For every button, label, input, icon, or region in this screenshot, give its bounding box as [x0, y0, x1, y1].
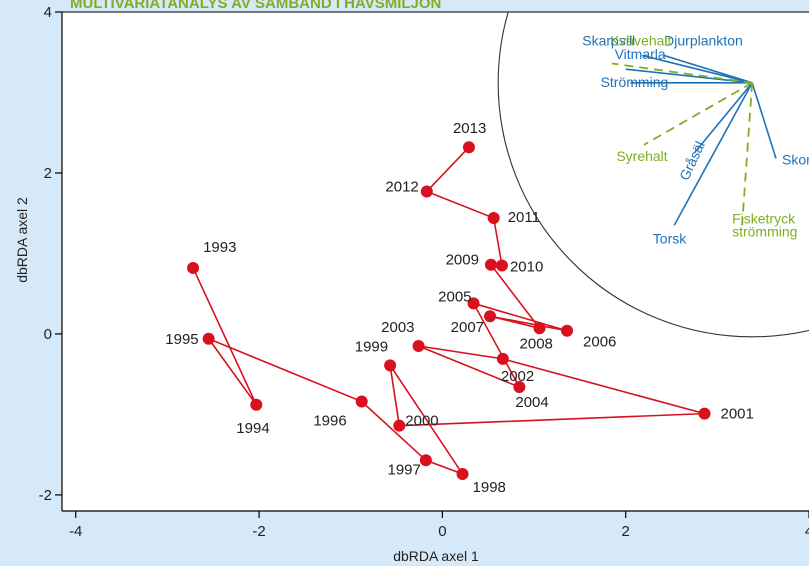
- species-label: Skorv: [782, 151, 809, 167]
- x-tick-label: 0: [438, 523, 446, 540]
- year-label: 2013: [453, 120, 486, 137]
- year-point: [484, 310, 497, 323]
- year-label: 2000: [405, 413, 438, 430]
- year-point: [187, 261, 200, 274]
- year-label: 1998: [473, 479, 506, 496]
- environment-vector: [643, 82, 753, 146]
- year-point: [250, 398, 263, 411]
- x-tick-label: 2: [622, 523, 630, 540]
- year-point: [484, 258, 497, 271]
- year-point: [456, 467, 469, 480]
- species-label: Djurplankton: [664, 32, 743, 48]
- correlation-circle: [497, 12, 809, 338]
- year-label: 2009: [446, 252, 479, 269]
- environment-vector: [741, 82, 754, 226]
- species-vector: [673, 82, 753, 226]
- year-point: [384, 359, 397, 372]
- correlation-circle-group: [497, 12, 809, 338]
- species-vector: [693, 82, 753, 154]
- environment-label: Fisketryck: [732, 210, 796, 226]
- x-tick-label: -4: [69, 523, 82, 540]
- y-axis-title: dbRDA axel 2: [14, 197, 30, 283]
- chart-title: MULTIVARIATANALYS AV SAMBAND I HAVSMILJÖ…: [70, 0, 441, 12]
- year-point: [393, 419, 406, 432]
- year-label: 1999: [355, 338, 388, 355]
- year-label: 2002: [501, 368, 534, 385]
- environment-label: strömming: [732, 223, 797, 239]
- plot-area: [62, 12, 809, 511]
- year-point: [467, 297, 480, 310]
- environment-vector: [611, 62, 753, 84]
- y-tick-label: 4: [44, 4, 52, 21]
- year-label: 1996: [313, 413, 346, 430]
- y-tick-label: 2: [44, 165, 52, 182]
- year-point: [462, 141, 475, 154]
- year-point: [202, 332, 215, 345]
- year-point: [355, 395, 368, 408]
- species-vector: [663, 54, 753, 84]
- year-label: 2004: [515, 394, 548, 411]
- year-label: 2003: [381, 319, 414, 336]
- year-label: 1994: [236, 420, 269, 437]
- species-label: Strömming: [601, 74, 669, 90]
- year-point: [412, 340, 425, 353]
- year-point: [513, 381, 526, 394]
- environment-label: Kvävehalt: [610, 33, 672, 49]
- species-vector: [751, 82, 777, 159]
- year-point: [420, 185, 433, 198]
- year-point: [496, 352, 509, 365]
- year-label: 1993: [203, 239, 236, 256]
- year-label: 2006: [583, 334, 616, 351]
- x-tick-label: -2: [252, 523, 265, 540]
- year-label: 2010: [510, 259, 543, 276]
- species-vector: [641, 54, 753, 84]
- year-point: [561, 324, 574, 337]
- species-label: Vitmarla: [615, 46, 666, 62]
- year-point: [495, 259, 508, 272]
- year-label: 2005: [438, 288, 471, 305]
- x-tick-label: 4: [805, 523, 809, 540]
- year-label: 2008: [520, 335, 553, 352]
- year-point: [533, 322, 546, 335]
- year-label: 2001: [721, 406, 754, 423]
- year-point: [487, 212, 500, 225]
- year-label: 2007: [451, 319, 484, 336]
- year-label: 2012: [385, 178, 418, 195]
- y-tick-label: 0: [44, 326, 52, 343]
- year-point: [419, 454, 432, 467]
- species-label: Torsk: [653, 230, 687, 246]
- x-axis-title: dbRDA axel 1: [393, 548, 479, 564]
- year-label: 1997: [388, 461, 421, 478]
- year-label: 2011: [508, 209, 540, 226]
- environment-label: Syrehalt: [616, 148, 667, 164]
- year-label: 1995: [165, 331, 198, 348]
- y-tick-label: -2: [39, 487, 52, 504]
- year-point: [698, 407, 711, 420]
- species-label: Skarpsill: [582, 32, 635, 48]
